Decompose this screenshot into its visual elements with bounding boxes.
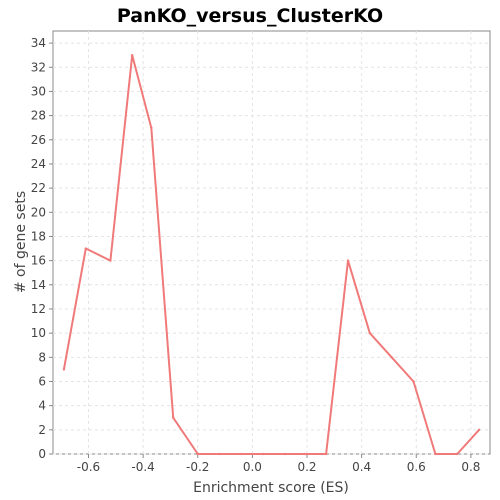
x-tick-label: 0.6: [407, 460, 426, 474]
y-tick-label: 12: [31, 302, 46, 316]
y-tick-label: 24: [31, 157, 46, 171]
data-point: [412, 380, 415, 383]
data-point: [368, 331, 372, 335]
y-tick-label: 16: [31, 254, 46, 268]
data-point: [283, 452, 287, 456]
data-point: [150, 126, 153, 129]
x-tick-label: 0.4: [352, 460, 371, 474]
x-tick-label: -0.2: [186, 460, 209, 474]
y-tick-label: 22: [31, 181, 46, 195]
y-tick-label: 32: [31, 60, 46, 74]
y-tick-label: 0: [38, 447, 46, 461]
x-tick-label: 0.2: [297, 460, 316, 474]
chart-title: PanKO_versus_ClusterKO: [117, 5, 383, 27]
y-tick-label: 4: [38, 399, 46, 413]
x-tick-label: 0.0: [243, 460, 262, 474]
y-tick-label: 26: [31, 133, 46, 147]
series-line: [62, 54, 480, 455]
y-tick-label: 20: [31, 205, 46, 219]
data-point: [390, 356, 393, 359]
data-point: [240, 452, 243, 456]
data-point: [324, 452, 328, 456]
series-layer: [62, 53, 481, 456]
data-point: [109, 259, 112, 262]
plot-area: [52, 30, 491, 455]
data-point: [84, 247, 87, 250]
y-tick-label: 28: [31, 109, 46, 123]
y-tick-label: 30: [31, 84, 46, 98]
data-point: [171, 416, 175, 419]
y-tick-label: 6: [38, 374, 46, 388]
x-axis-label: Enrichment score (ES): [193, 480, 349, 496]
data-point: [303, 452, 306, 456]
data-point: [346, 259, 350, 262]
y-axis-label: # of gene sets: [13, 191, 29, 293]
y-tick-label: 18: [31, 229, 46, 243]
y-tick-label: 10: [31, 326, 46, 340]
data-point: [196, 452, 199, 456]
data-point: [62, 368, 66, 371]
data-point: [477, 428, 481, 432]
y-tick-label: 8: [38, 350, 46, 364]
data-point: [131, 53, 134, 57]
y-tick-label: 14: [31, 278, 46, 292]
data-point: [218, 452, 221, 456]
y-tick-label: 34: [31, 36, 46, 50]
data-point: [434, 452, 437, 456]
y-tick-label: 2: [38, 423, 46, 437]
data-point: [456, 452, 459, 456]
data-point: [262, 452, 265, 456]
grid: [53, 31, 490, 455]
x-tick-label: 0.8: [461, 460, 480, 474]
x-tick-label: -0.6: [77, 460, 100, 474]
x-tick-label: -0.4: [131, 460, 154, 474]
